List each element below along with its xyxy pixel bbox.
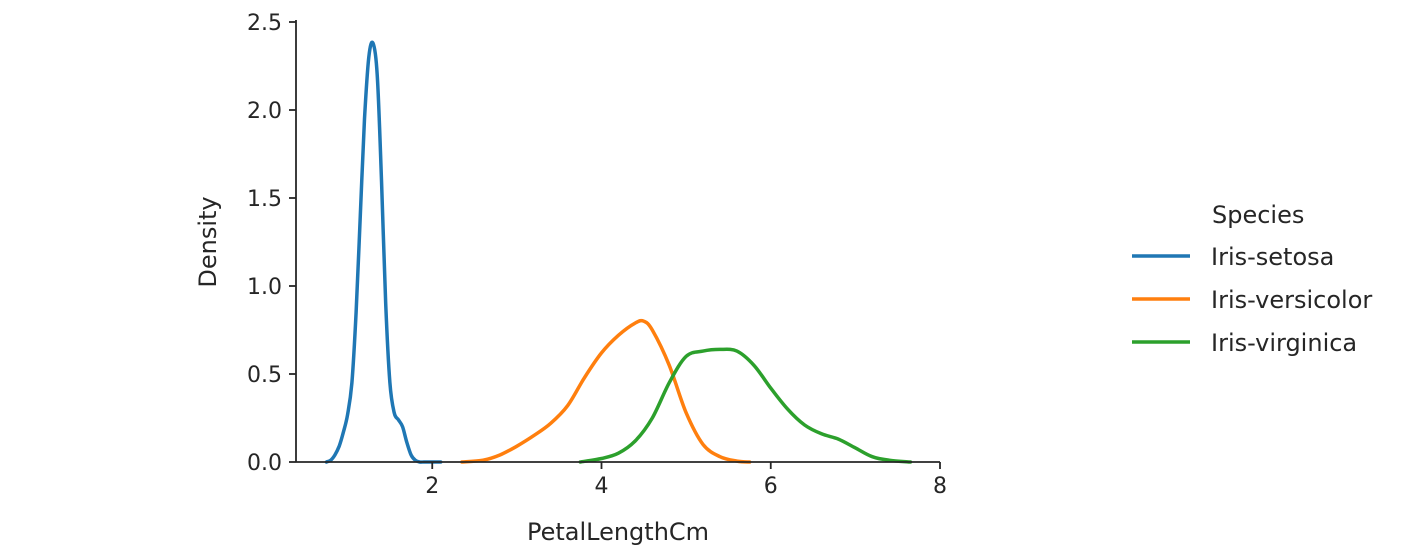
y-tick-label: 2.5 (247, 11, 282, 36)
y-ticks: 0.0 0.5 1.0 1.5 2.0 2.5 (247, 11, 296, 476)
x-axis-title: PetalLengthCm (527, 518, 709, 546)
y-axis-title: Density (194, 196, 222, 287)
legend-label: Iris-versicolor (1211, 286, 1372, 314)
series-layer (324, 40, 913, 464)
legend-label: Iris-setosa (1211, 243, 1334, 271)
y-tick-label: 2.0 (247, 99, 282, 124)
series-line-iris-virginica (578, 347, 913, 464)
y-tick-label: 1.0 (247, 275, 282, 300)
legend: Species Iris-setosa Iris-versicolor Iris-v… (1132, 201, 1372, 357)
x-tick-label: 4 (594, 474, 608, 499)
x-tick-label: 6 (764, 474, 778, 499)
legend-title: Species (1212, 201, 1304, 229)
x-tick-label: 8 (933, 474, 947, 499)
x-tick-label: 2 (425, 474, 439, 499)
series-line-iris-setosa (324, 40, 443, 464)
plot-area: 0.0 0.5 1.0 1.5 2.0 2.5 2 4 6 8 PetalLengthCm De… (194, 11, 947, 546)
series-line-iris-versicolor (460, 318, 752, 464)
legend-label: Iris-virginica (1211, 329, 1357, 357)
y-tick-label: 1.5 (247, 187, 282, 212)
x-ticks: 2 4 6 8 (425, 462, 947, 499)
y-tick-label: 0.5 (247, 363, 282, 388)
y-tick-label: 0.0 (247, 451, 282, 476)
